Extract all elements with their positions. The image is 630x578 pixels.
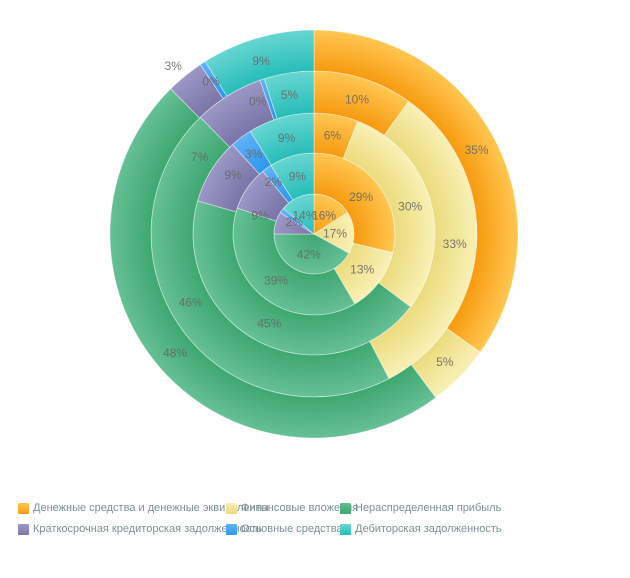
ring2-label-fixed-assets: 2%	[265, 175, 283, 189]
ring3-label-retained-profit: 45%	[257, 317, 281, 331]
ring4-label-cash: 10%	[345, 93, 369, 107]
legend-swatch-receivables	[340, 524, 351, 535]
ring4-label-retained-profit: 46%	[179, 295, 203, 309]
ring1-label-receivables: 14%	[292, 208, 316, 222]
legend-label-receivables: Дебиторская задолженность	[355, 523, 502, 535]
legend-item-investments[interactable]: Финансовые вложения	[226, 502, 358, 515]
ring3-label-investments: 30%	[398, 200, 422, 214]
ring2-label-payables: 9%	[251, 208, 269, 222]
legend-swatch-investments	[226, 503, 237, 514]
ring5-label-retained-profit: 48%	[163, 346, 187, 360]
legend-label-fixed-assets: Основные средства	[241, 523, 343, 535]
ring3-label-cash: 6%	[324, 129, 342, 143]
legend-item-receivables[interactable]: Дебиторская задолженность	[340, 523, 502, 536]
ring1-label-fixed-assets: 2%	[286, 215, 304, 229]
ring5-label-investments: 5%	[436, 355, 454, 369]
legend-label-retained-profit: Нераспределенная прибыль	[355, 502, 502, 514]
legend-item-retained-profit[interactable]: Нераспределенная прибыль	[340, 502, 501, 515]
legend-item-cash[interactable]: Денежные средства и денежные эквиваленты	[18, 502, 269, 515]
ring3-label-payables: 9%	[224, 168, 242, 182]
legend-item-fixed-assets[interactable]: Основные средства	[226, 523, 343, 536]
ring3-label-receivables: 9%	[278, 131, 296, 145]
ring2-label-receivables: 9%	[289, 169, 307, 183]
ring4-label-receivables: 5%	[281, 88, 299, 102]
multi-ring-pie-chart: 16%17%42%2%14%29%13%39%9%2% 9%6%30%45%9%3…	[109, 29, 519, 439]
ring5-segment-receivables[interactable]	[204, 29, 315, 97]
ring5-label-payables: 3%	[165, 59, 183, 73]
ring1-label-investments: 17%	[323, 226, 347, 240]
legend-swatch-payables	[18, 524, 29, 535]
ring4-label-fixed-assets: 0%	[249, 94, 267, 108]
ring5-label-fixed-assets: 0%	[202, 75, 220, 89]
ring2-label-retained-profit: 39%	[264, 274, 288, 288]
legend-label-cash: Денежные средства и денежные эквиваленты	[33, 502, 269, 514]
legend-swatch-cash	[18, 503, 29, 514]
legend-label-payables: Краткосрочная кредиторская задолженность	[33, 523, 263, 535]
ring4-label-payables: 7%	[191, 150, 209, 164]
ring4-label-investments: 33%	[443, 237, 467, 251]
ring1-label-cash: 16%	[312, 209, 336, 223]
ring2-label-investments: 13%	[350, 263, 374, 277]
ring3-label-fixed-assets: 3%	[245, 147, 263, 161]
ring5-label-cash: 35%	[465, 143, 489, 157]
legend-item-payables[interactable]: Краткосрочная кредиторская задолженность	[18, 523, 262, 536]
ring1-label-retained-profit: 42%	[297, 247, 321, 261]
ring5-segment-retained-profit[interactable]	[109, 88, 437, 439]
legend-swatch-retained-profit	[340, 503, 351, 514]
ring5-segment-cash[interactable]	[313, 29, 519, 353]
ring5-label-receivables: 9%	[252, 54, 270, 68]
legend-label-investments: Финансовые вложения	[241, 502, 359, 514]
legend-swatch-fixed-assets	[226, 524, 237, 535]
ring2-label-cash: 29%	[349, 190, 373, 204]
